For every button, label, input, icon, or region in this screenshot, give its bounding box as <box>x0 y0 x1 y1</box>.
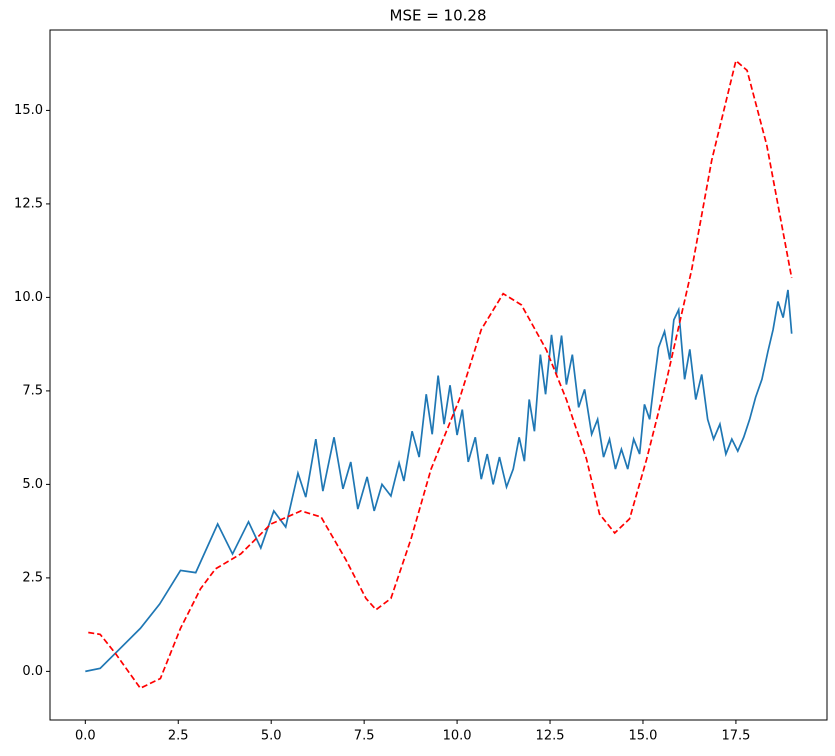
y-tick-label: 15.0 <box>14 103 43 118</box>
x-tick-label: 15.0 <box>628 729 657 744</box>
y-tick-label: 7.5 <box>22 383 43 398</box>
x-tick-label: 10.0 <box>443 729 472 744</box>
data-line <box>85 289 793 673</box>
plot-frame <box>49 29 828 721</box>
y-tick-label: 10.0 <box>14 290 43 305</box>
x-tick-label: 0.0 <box>75 729 96 744</box>
chart-title: MSE = 10.28 <box>390 7 487 25</box>
y-tick-label: 5.0 <box>22 477 43 492</box>
y-tick-label: 2.5 <box>22 570 43 585</box>
data-line <box>88 59 793 690</box>
y-tick-label: 0.0 <box>22 664 43 679</box>
x-tick-label: 2.5 <box>168 729 189 744</box>
x-tick-label: 5.0 <box>261 729 282 744</box>
x-tick-label: 12.5 <box>536 729 565 744</box>
x-tick-label: 17.5 <box>721 729 750 744</box>
x-tick-label: 7.5 <box>354 729 375 744</box>
y-tick-label: 12.5 <box>14 196 43 211</box>
